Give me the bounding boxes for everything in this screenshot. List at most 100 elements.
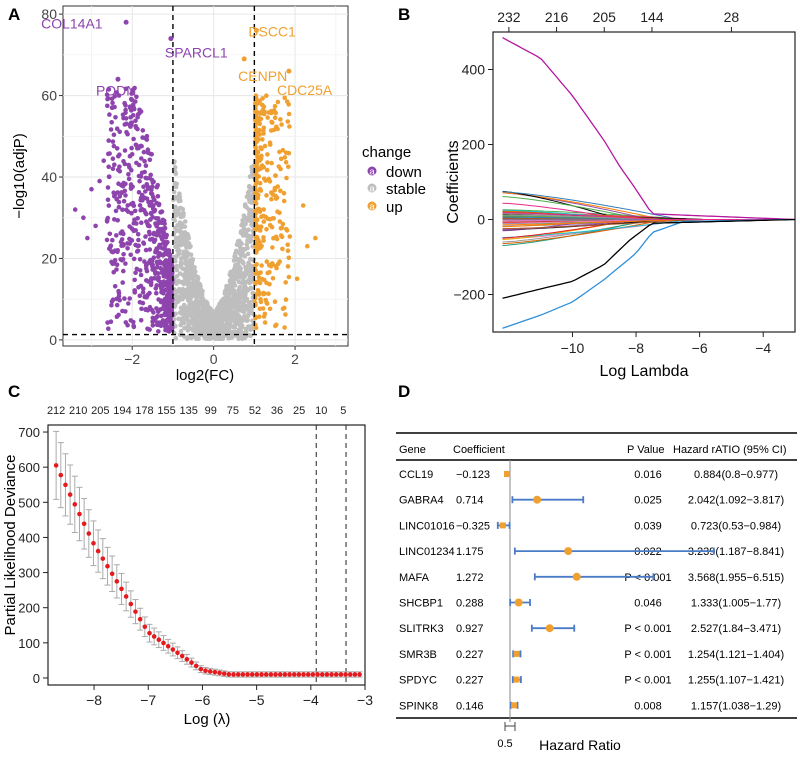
volcano-point xyxy=(270,261,275,266)
cv-mean-point xyxy=(170,647,176,652)
volcano-point xyxy=(185,264,190,270)
volcano-point xyxy=(127,224,132,229)
volcano-point xyxy=(112,162,117,167)
panel-a-y-tick-label: 60 xyxy=(41,88,57,104)
volcano-point xyxy=(196,328,201,334)
volcano-point xyxy=(215,316,220,322)
volcano-point xyxy=(264,93,269,98)
panel-b-x-tick-label: −4 xyxy=(755,340,771,356)
volcano-point xyxy=(240,220,246,226)
volcano-point xyxy=(181,273,186,278)
panel-b-x-tick-label: −10 xyxy=(561,340,585,356)
volcano-point xyxy=(156,275,161,280)
header-gene: Gene xyxy=(399,444,426,456)
volcano-point xyxy=(186,241,192,246)
volcano-point xyxy=(189,307,194,313)
volcano-point xyxy=(285,264,291,269)
panel-b-top-tick-label: 205 xyxy=(593,9,617,25)
volcano-point xyxy=(247,199,252,204)
volcano-point xyxy=(144,278,149,283)
cv-mean-point xyxy=(109,571,115,577)
volcano-point xyxy=(262,143,268,149)
hr-marker xyxy=(499,522,506,529)
volcano-point xyxy=(242,253,248,259)
gene-point-sparcl1 xyxy=(168,36,174,42)
volcano-point xyxy=(125,131,130,137)
volcano-point xyxy=(152,207,158,213)
volcano-point xyxy=(260,137,265,142)
volcano-point xyxy=(239,241,244,246)
volcano-point xyxy=(233,306,239,311)
row-hazard-ratio: 2.527(1.84−3.471) xyxy=(691,623,781,635)
volcano-point xyxy=(149,187,154,193)
volcano-point xyxy=(112,258,118,263)
volcano-point xyxy=(113,115,118,120)
volcano-point xyxy=(283,312,288,317)
volcano-point xyxy=(161,279,167,284)
volcano-point xyxy=(281,190,287,196)
volcano-point xyxy=(261,176,267,181)
cv-mean-point xyxy=(273,672,278,677)
volcano-point xyxy=(105,320,110,325)
cv-mean-point xyxy=(128,601,134,607)
volcano-point xyxy=(247,276,252,282)
cv-mean-point xyxy=(179,653,185,659)
cv-mean-point xyxy=(161,640,166,646)
volcano-point xyxy=(137,300,143,305)
panel-c-x-tick-label: −7 xyxy=(140,692,156,708)
cv-mean-point xyxy=(151,634,157,639)
row-gene: CCL19 xyxy=(399,469,433,481)
cv-mean-point xyxy=(282,672,288,677)
cv-mean-point xyxy=(301,672,306,677)
row-gene: SPINK8 xyxy=(399,700,438,712)
volcano-point xyxy=(173,171,179,176)
cv-mean-point xyxy=(259,672,264,677)
volcano-point xyxy=(162,226,168,231)
volcano-point xyxy=(162,239,167,245)
volcano-point xyxy=(165,268,171,274)
volcano-point xyxy=(151,310,156,315)
volcano-point xyxy=(176,316,182,322)
volcano-point xyxy=(241,287,246,293)
volcano-point xyxy=(109,302,114,308)
volcano-point xyxy=(245,228,250,233)
volcano-point xyxy=(262,311,268,317)
row-coefficient: 0.146 xyxy=(456,700,484,712)
panel-a-x-axis-label: log2(FC) xyxy=(176,367,234,384)
volcano-point xyxy=(121,198,127,204)
cv-mean-point xyxy=(189,660,194,665)
row-hazard-ratio: 0.723(0.53−0.984) xyxy=(691,520,781,532)
volcano-point xyxy=(243,215,248,221)
cv-mean-point xyxy=(319,672,325,677)
panel-b-top-tick-label: 232 xyxy=(497,9,521,25)
volcano-point xyxy=(114,262,120,268)
row-hazard-ratio: 2.042(1.092−3.817) xyxy=(688,495,784,507)
volcano-point xyxy=(280,147,286,153)
volcano-point xyxy=(254,163,259,168)
volcano-point xyxy=(279,122,284,127)
cv-mean-point xyxy=(240,672,246,677)
volcano-point xyxy=(244,242,249,247)
volcano-point xyxy=(238,294,243,300)
volcano-point xyxy=(132,288,137,293)
volcano-point xyxy=(235,256,240,262)
panel-b-y-tick-label: −200 xyxy=(453,287,485,303)
forest-row-ccl19: CCL19 −0.123 0.016 0.884(0.8−0.977) xyxy=(399,469,778,481)
volcano-point xyxy=(112,284,118,289)
volcano-point xyxy=(148,211,154,216)
axis-label-hazard-ratio: Hazard Ratio xyxy=(539,737,621,753)
volcano-point xyxy=(104,237,110,243)
volcano-point xyxy=(181,239,187,245)
volcano-point xyxy=(257,121,263,127)
volcano-point xyxy=(190,302,195,307)
volcano-point xyxy=(145,292,151,298)
volcano-point xyxy=(273,193,278,199)
row-coefficient: 1.272 xyxy=(456,572,484,584)
volcano-point xyxy=(261,131,266,136)
volcano-point xyxy=(158,323,164,329)
forest-row-linc01234: LINC01234 1.175 0.022 3.239(1.187−8.841) xyxy=(399,546,784,558)
volcano-point xyxy=(130,87,136,92)
panel-d-axis xyxy=(504,722,516,731)
legend-up-swatch xyxy=(367,201,377,211)
coefficient-path-second-negative xyxy=(502,218,796,299)
